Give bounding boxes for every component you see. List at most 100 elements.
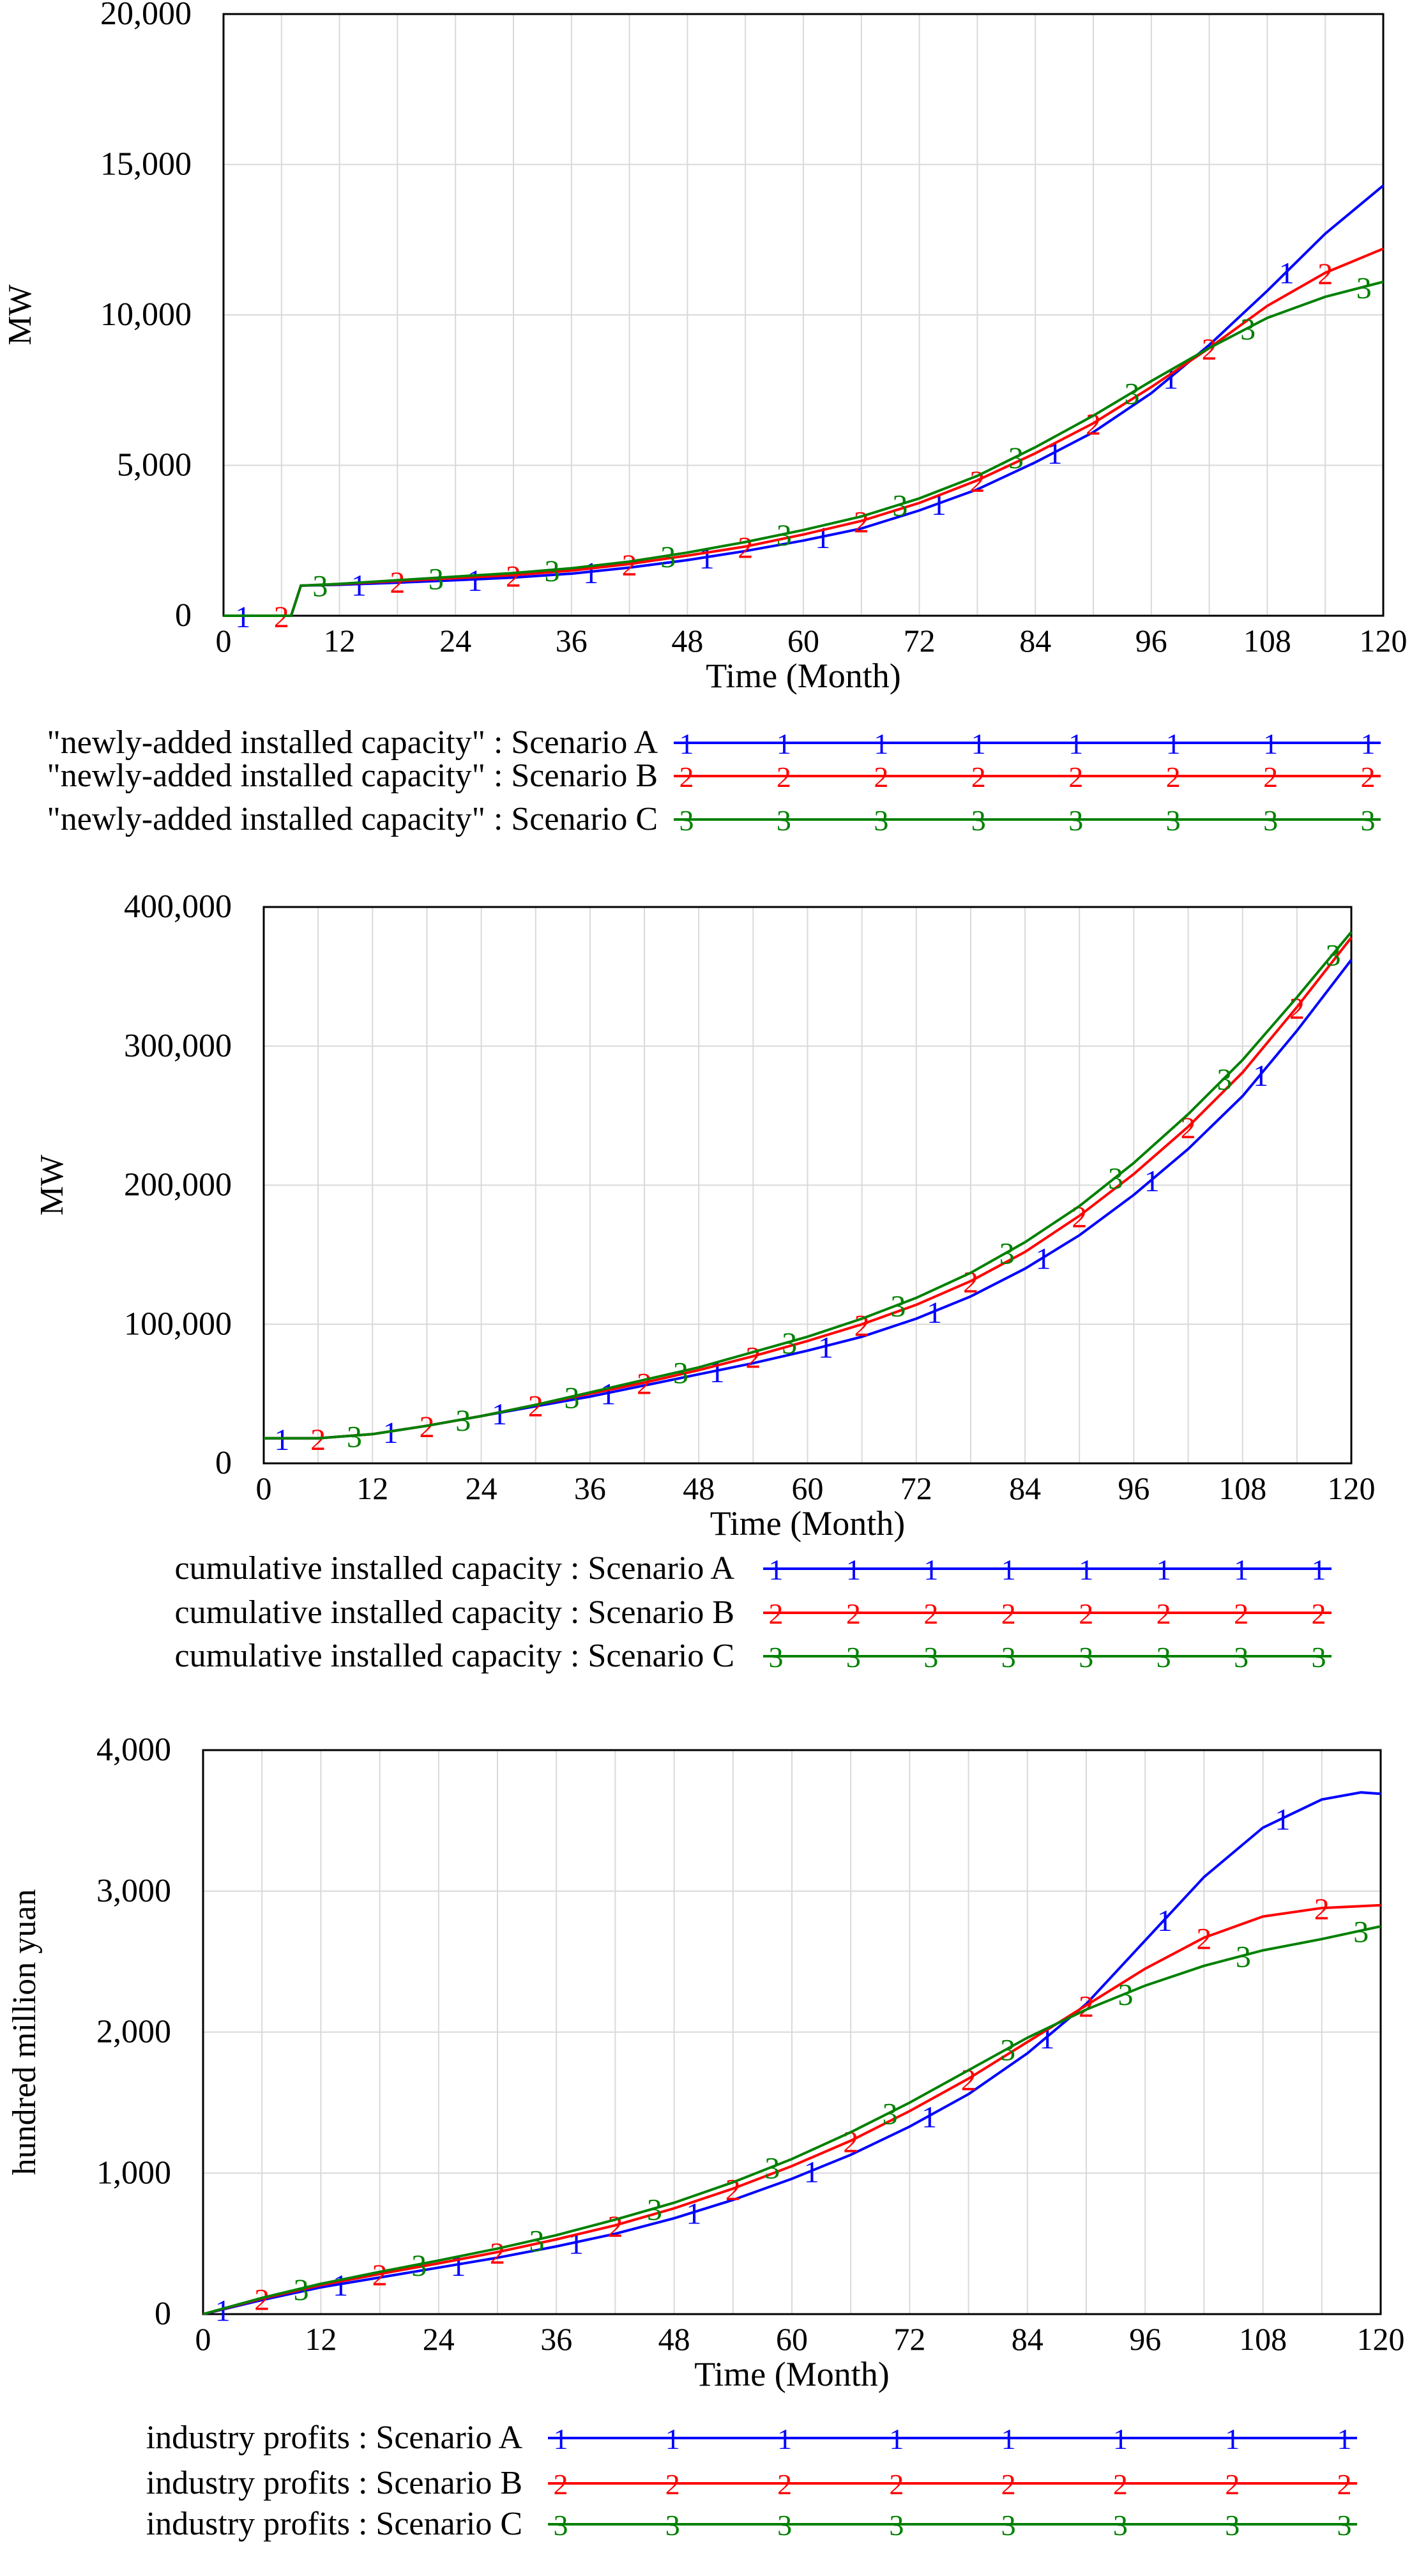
x-tick-label: 60 — [787, 623, 819, 659]
legend-marker: 3 — [923, 1641, 938, 1673]
legend-marker: 1 — [1361, 728, 1376, 760]
legend-marker: 3 — [769, 1641, 784, 1673]
series-marker-2: 2 — [1314, 1893, 1330, 1926]
series-marker-1: 1 — [1253, 1059, 1268, 1093]
series-marker-3: 3 — [1000, 2033, 1015, 2067]
legend-marker: 1 — [1079, 1553, 1093, 1586]
series-marker-2: 2 — [854, 1309, 870, 1343]
legend-marker: 1 — [889, 2423, 904, 2455]
x-tick-label: 96 — [1129, 2321, 1161, 2357]
legend-marker: 3 — [1225, 2509, 1240, 2542]
legend-marker: 3 — [1079, 1641, 1093, 1673]
series-marker-3: 3 — [999, 1237, 1015, 1271]
series-marker-3: 3 — [673, 1356, 688, 1390]
series-marker-3: 3 — [764, 2151, 780, 2185]
series-marker-3: 3 — [455, 1404, 471, 1438]
series-line-2 — [202, 1903, 1381, 2315]
x-tick-label: 120 — [1357, 2321, 1405, 2357]
x-tick-label: 36 — [574, 1470, 606, 1506]
series-marker-3: 3 — [1236, 1940, 1251, 1974]
legend-label: "newly-added installed capacity" : Scena… — [47, 801, 658, 837]
legend-marker: 2 — [1068, 761, 1083, 793]
legend-marker: 3 — [846, 1641, 861, 1673]
series-marker-3: 3 — [1326, 938, 1341, 972]
series-marker-1: 1 — [235, 600, 250, 634]
y-axis-label: hundred million yuan — [6, 1889, 43, 2176]
series-marker-1: 1 — [583, 556, 598, 590]
legend-marker: 2 — [777, 761, 791, 793]
legend-label: cumulative installed capacity : Scenario… — [175, 1594, 734, 1631]
series-marker-1: 1 — [1275, 1803, 1290, 1837]
x-tick-label: 0 — [256, 1470, 272, 1506]
legend-marker: 3 — [1263, 804, 1278, 837]
legend-marker: 2 — [1166, 761, 1181, 793]
series-marker-1: 1 — [467, 564, 482, 598]
series-marker-3: 3 — [1008, 441, 1024, 475]
x-tick-label: 72 — [904, 623, 936, 659]
legend-label: industry profits : Scenario C — [146, 2506, 522, 2542]
legend-marker: 1 — [554, 2423, 568, 2455]
x-tick-label: 48 — [658, 2321, 690, 2357]
legend-marker: 3 — [1234, 1641, 1248, 1673]
series-marker-2: 2 — [506, 560, 521, 593]
legend-marker: 2 — [874, 761, 888, 793]
series-marker-3: 3 — [565, 1381, 580, 1415]
y-tick-label: 2,000 — [96, 2014, 171, 2050]
x-tick-label: 12 — [356, 1470, 388, 1506]
series-marker-2: 2 — [745, 1341, 761, 1375]
legend-marker: 3 — [1166, 804, 1181, 837]
x-axis-label: Time (Month) — [706, 657, 901, 695]
legend-marker: 3 — [665, 2509, 680, 2542]
series-marker-1: 1 — [351, 568, 367, 602]
legend-marker: 2 — [1263, 761, 1278, 793]
x-tick-label: 120 — [1360, 623, 1408, 659]
plot-frame — [222, 13, 1385, 617]
series-marker-2: 2 — [607, 2210, 623, 2244]
x-tick-label: 60 — [776, 2321, 808, 2357]
x-tick-label: 0 — [195, 2321, 211, 2357]
legend-marker: 2 — [769, 1597, 784, 1630]
series-marker-2: 2 — [725, 2174, 741, 2207]
legend-marker: 3 — [1068, 804, 1083, 837]
series-marker-2: 2 — [1317, 257, 1333, 291]
legend-marker: 2 — [846, 1597, 861, 1630]
series-marker-2: 2 — [969, 465, 985, 499]
legend-marker: 1 — [1068, 728, 1083, 760]
legend-marker: 2 — [1079, 1597, 1093, 1630]
x-tick-label: 84 — [1009, 1470, 1041, 1506]
series-marker-1: 1 — [927, 1296, 942, 1330]
x-tick-label: 24 — [423, 2321, 455, 2357]
x-tick-label: 12 — [305, 2321, 337, 2357]
series-line-3 — [224, 280, 1384, 617]
legend-marker: 2 — [971, 761, 986, 793]
legend-marker: 3 — [1113, 2509, 1128, 2542]
x-tick-label: 96 — [1135, 623, 1167, 659]
x-tick-label: 84 — [1012, 2321, 1043, 2357]
y-tick-label: 10,000 — [100, 296, 192, 333]
x-tick-label: 48 — [671, 623, 703, 659]
legend-marker: 3 — [679, 804, 694, 837]
series-marker-1: 1 — [1157, 1904, 1172, 1938]
series-marker-1: 1 — [333, 2269, 348, 2303]
x-tick-label: 36 — [540, 2321, 572, 2357]
series-marker-3: 3 — [890, 1290, 906, 1323]
legend-marker: 2 — [1312, 1597, 1326, 1630]
legend-marker: 2 — [554, 2468, 568, 2501]
series-marker-2: 2 — [1196, 1923, 1211, 1956]
series-marker-3: 3 — [660, 540, 676, 574]
legend-marker: 1 — [971, 728, 986, 760]
series-marker-3: 3 — [294, 2273, 309, 2307]
x-axis-label: Time (Month) — [710, 1504, 906, 1543]
y-tick-label: 0 — [175, 597, 192, 634]
y-tick-label: 300,000 — [124, 1028, 232, 1064]
series-marker-2: 2 — [390, 566, 405, 600]
series-marker-3: 3 — [529, 2224, 544, 2258]
series-marker-3: 3 — [1118, 1978, 1133, 2012]
legend-label: "newly-added installed capacity" : Scena… — [47, 724, 658, 761]
x-tick-label: 12 — [324, 623, 356, 659]
x-tick-label: 72 — [900, 1470, 932, 1506]
x-tick-label: 108 — [1243, 623, 1291, 659]
series-marker-3: 3 — [892, 489, 907, 523]
legend-marker: 2 — [1001, 1597, 1016, 1630]
legend-marker: 1 — [923, 1553, 938, 1586]
